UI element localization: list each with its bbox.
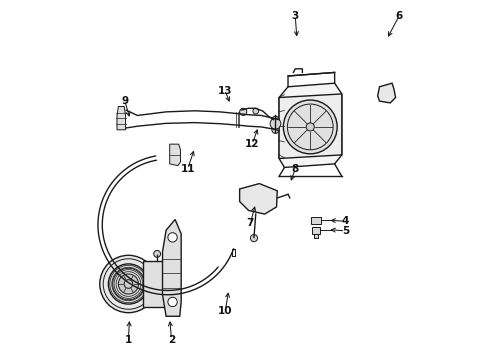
Text: 1: 1 [125,334,132,345]
Text: 5: 5 [342,226,349,236]
Polygon shape [314,234,318,238]
Circle shape [253,108,259,114]
Text: 12: 12 [245,139,259,149]
Circle shape [100,255,157,313]
Text: 9: 9 [122,96,128,106]
Circle shape [168,233,177,242]
Text: 6: 6 [395,11,403,21]
Text: 10: 10 [218,306,233,316]
Circle shape [272,126,279,134]
Circle shape [240,108,247,116]
Polygon shape [117,107,125,130]
Polygon shape [279,94,342,158]
Polygon shape [279,83,342,167]
Circle shape [124,280,133,288]
Polygon shape [378,83,395,103]
Circle shape [119,274,139,294]
Circle shape [306,123,314,131]
Circle shape [154,251,161,257]
Polygon shape [163,220,181,316]
Polygon shape [240,184,277,214]
Circle shape [270,118,281,129]
Polygon shape [313,226,319,234]
Text: 8: 8 [292,164,299,174]
Circle shape [108,264,148,304]
Text: 2: 2 [168,334,175,345]
Polygon shape [143,261,172,307]
Text: 3: 3 [292,11,299,21]
Polygon shape [311,217,321,224]
Text: 11: 11 [180,164,195,174]
Polygon shape [170,144,180,166]
Circle shape [283,100,337,154]
Circle shape [168,297,177,307]
Text: 4: 4 [342,216,349,226]
Circle shape [250,234,258,242]
Text: 13: 13 [218,86,233,96]
Circle shape [272,116,279,123]
Text: 7: 7 [246,218,254,228]
